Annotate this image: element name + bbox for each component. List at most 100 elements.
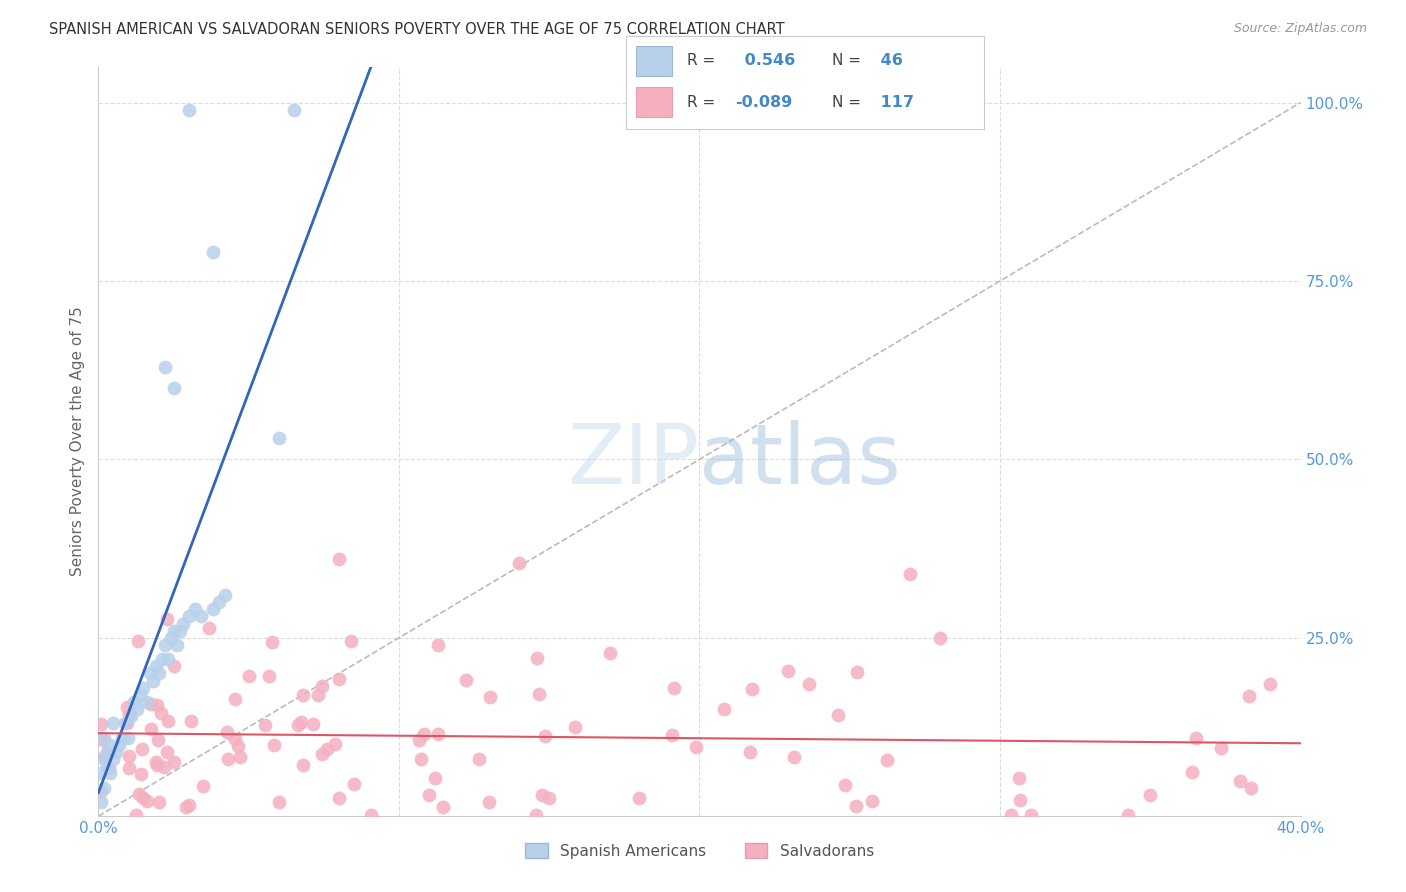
Point [478, 690, 501, 704]
Point [141, 673, 163, 688]
Point [291, 758, 314, 772]
Point [468, 751, 491, 765]
Point [664, 681, 686, 695]
Point [162, 624, 184, 638]
Point [103, 716, 125, 731]
Point [713, 702, 735, 716]
Point [860, 794, 883, 808]
Point [169, 624, 191, 638]
Point [193, 779, 215, 793]
Point [262, 634, 284, 648]
Point [156, 612, 179, 626]
Point [145, 755, 167, 769]
Point [146, 698, 169, 713]
Point [176, 800, 198, 814]
Point [139, 697, 162, 711]
Point [845, 799, 868, 814]
Point [163, 659, 186, 673]
Point [409, 752, 432, 766]
Point [1007, 771, 1029, 785]
Text: N =: N = [832, 54, 860, 69]
Point [117, 731, 139, 745]
Point [136, 794, 159, 808]
Point [267, 431, 290, 445]
Point [432, 800, 454, 814]
Point [118, 749, 141, 764]
Point [1237, 689, 1260, 703]
Point [100, 766, 122, 780]
Point [1139, 788, 1161, 802]
Y-axis label: Seniors Poverty Over the Age of 75: Seniors Poverty Over the Age of 75 [70, 307, 86, 576]
Point [418, 788, 440, 802]
Point [876, 753, 898, 767]
Point [741, 681, 763, 696]
Point [96, 759, 118, 773]
Point [91, 732, 114, 747]
Point [97, 761, 120, 775]
Point [527, 687, 550, 701]
Point [267, 795, 290, 809]
Text: R =: R = [686, 95, 714, 110]
Point [783, 750, 806, 764]
Point [190, 609, 212, 624]
Point [226, 739, 249, 753]
Point [150, 706, 173, 721]
Point [360, 808, 382, 822]
Point [111, 731, 134, 745]
Point [153, 760, 176, 774]
Point [524, 808, 547, 822]
Point [180, 714, 202, 729]
Point [845, 665, 868, 679]
Point [156, 652, 179, 666]
Text: -0.089: -0.089 [735, 95, 792, 110]
Text: atlas: atlas [699, 420, 901, 500]
Point [129, 767, 152, 781]
Point [215, 724, 238, 739]
Point [153, 638, 176, 652]
Bar [637, 46, 672, 76]
Text: R =: R = [686, 54, 714, 69]
Point [217, 752, 239, 766]
Point [105, 745, 128, 759]
Point [263, 738, 285, 752]
Point [685, 739, 707, 754]
Point [131, 741, 153, 756]
Point [776, 664, 799, 678]
Point [153, 359, 176, 374]
Point [125, 808, 148, 822]
Point [90, 783, 112, 797]
Point [224, 731, 246, 746]
Point [413, 726, 436, 740]
Point [898, 566, 921, 581]
Point [426, 638, 449, 652]
Point [311, 679, 333, 693]
Point [740, 745, 762, 759]
Point [90, 766, 112, 780]
Point [287, 718, 309, 732]
Point [834, 778, 856, 792]
Point [177, 103, 200, 117]
Point [1116, 808, 1139, 822]
Point [508, 556, 530, 570]
Point [534, 730, 557, 744]
Point [166, 638, 188, 652]
Point [423, 771, 446, 785]
Point [141, 722, 163, 736]
Point [162, 381, 184, 395]
Point [1000, 808, 1022, 822]
Point [342, 777, 364, 791]
Point [283, 103, 305, 117]
Point [328, 672, 350, 686]
Point [138, 666, 160, 681]
Text: ZIP: ZIP [568, 420, 699, 500]
Point [530, 788, 553, 802]
Point [339, 633, 361, 648]
Point [1185, 731, 1208, 746]
Text: 117: 117 [875, 95, 914, 110]
Point [1010, 793, 1032, 807]
Point [118, 761, 141, 775]
Point [799, 676, 821, 690]
Point [177, 798, 200, 813]
Point [1019, 808, 1042, 822]
Point [93, 752, 115, 766]
